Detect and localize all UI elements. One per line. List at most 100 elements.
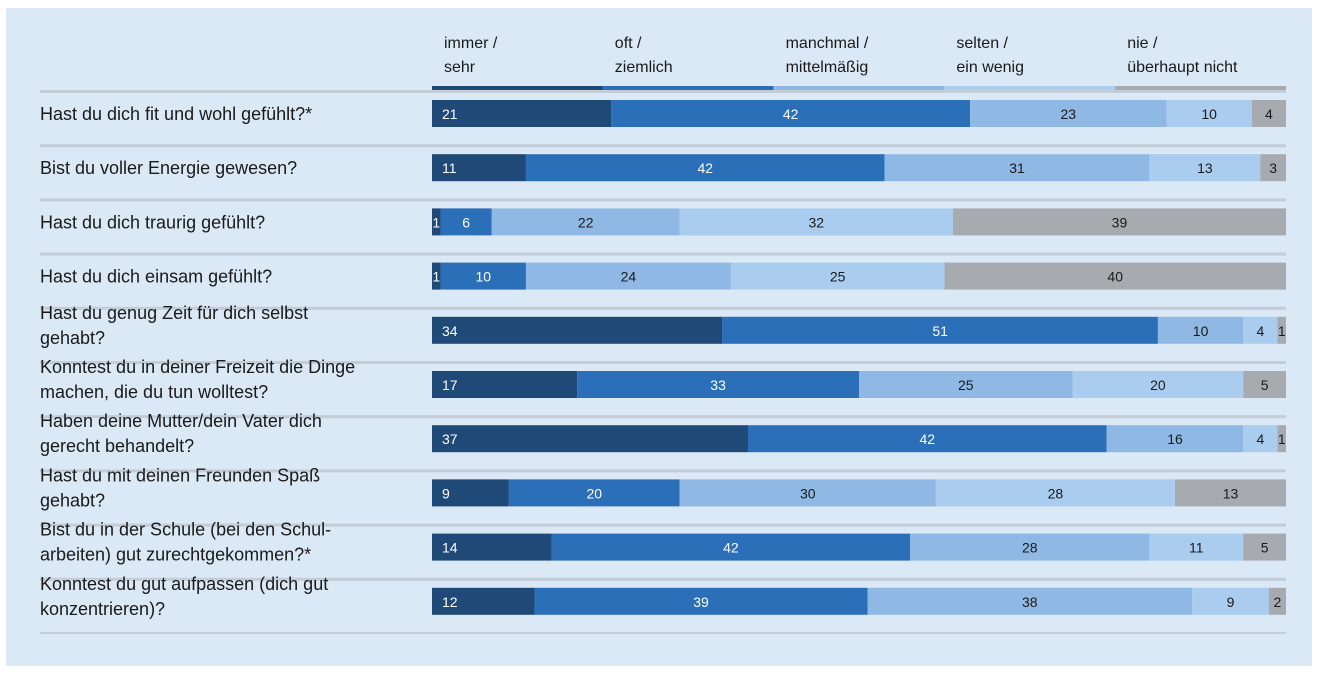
bar-segment-q9-1 <box>534 587 868 615</box>
value-label-q2-0: 1 <box>432 214 440 230</box>
question-label-4-line1: Hast du genug Zeit für dich selbst <box>40 303 308 323</box>
legend-label-2-line1: manchmal / <box>786 35 869 52</box>
legend-label-0-line2: sehr <box>444 59 476 76</box>
bar-segment-q2-3 <box>679 208 953 236</box>
legend-swatch-3 <box>944 86 1116 90</box>
value-label-q8-2: 28 <box>1022 540 1038 556</box>
value-label-q0-2: 23 <box>1060 106 1076 122</box>
bar-segment-q4-3 <box>1243 316 1278 344</box>
value-label-q5-3: 20 <box>1150 377 1166 393</box>
question-label-1-line1: Bist du voller Energie gewesen? <box>40 158 297 178</box>
value-label-q3-0: 1 <box>432 269 440 285</box>
value-label-q3-2: 24 <box>621 269 637 285</box>
value-label-q0-1: 42 <box>783 106 799 122</box>
bar-segment-q1-0 <box>432 154 526 182</box>
bar-segment-q7-2 <box>679 479 936 507</box>
question-label-7-line1: Hast du mit deinen Freunden Spaß <box>40 465 320 485</box>
bar-segment-q8-4 <box>1243 533 1286 561</box>
value-label-q3-1: 10 <box>475 269 491 285</box>
bar-segment-q0-2 <box>970 100 1167 127</box>
row-separator-end <box>40 632 1286 634</box>
bar-segment-q0-0 <box>432 100 612 127</box>
bar-segment-q4-4 <box>1277 316 1286 344</box>
value-label-q9-2: 38 <box>1022 594 1038 610</box>
row-separator-5 <box>40 361 1286 364</box>
row-separator-1 <box>40 144 1286 148</box>
bar-segment-q0-1 <box>611 100 971 127</box>
bar-segment-q4-1 <box>722 316 1158 344</box>
bar-segment-q8-3 <box>1149 533 1244 561</box>
bar-segment-q2-0 <box>432 208 441 236</box>
question-label-6-line2: gerecht behandelt? <box>40 436 194 456</box>
value-label-q6-1: 42 <box>920 431 936 447</box>
question-label-8-line1: Bist du in der Schule (bei den Schul- <box>40 520 331 540</box>
legend-label-1-line1: oft / <box>615 35 642 52</box>
legend-label-0-line1: immer / <box>444 35 498 52</box>
value-label-q6-2: 16 <box>1167 431 1183 447</box>
bar-segment-q7-3 <box>935 479 1175 507</box>
row-separator-8 <box>40 523 1286 527</box>
bar-segment-q3-4 <box>944 262 1286 290</box>
value-label-q4-4: 1 <box>1278 323 1286 339</box>
bar-segment-q5-4 <box>1243 371 1286 398</box>
value-label-q7-3: 28 <box>1048 485 1064 501</box>
stacked-bar-chart: immer / sehr oft / ziemlich manchmal / mittel… <box>40 35 1286 634</box>
value-label-q7-0: 9 <box>442 485 450 501</box>
bar-segment-q3-0 <box>432 262 441 290</box>
bar-segment-q2-2 <box>491 208 680 236</box>
row-separator-7 <box>40 469 1286 473</box>
value-label-q1-3: 13 <box>1197 160 1213 176</box>
bar-segment-q8-0 <box>432 533 552 561</box>
question-label-9-line1: Konntest du gut aufpassen (dich gut <box>40 574 328 594</box>
value-label-q8-1: 42 <box>723 540 739 556</box>
question-label-4-line2: gehabt? <box>40 328 105 348</box>
bar-segment-q3-2 <box>525 262 731 290</box>
question-label-6-line1: Haben deine Mutter/dein Vater dich <box>40 411 322 431</box>
value-label-q3-3: 25 <box>830 269 846 285</box>
value-label-q5-4: 5 <box>1261 377 1269 393</box>
value-label-q4-2: 10 <box>1193 323 1209 339</box>
value-label-q0-3: 10 <box>1201 106 1217 122</box>
chart-panel: immer / sehr oft / ziemlich manchmal / mittel… <box>6 8 1312 666</box>
value-label-q8-3: 11 <box>1189 540 1204 556</box>
value-label-q2-3: 32 <box>809 214 825 230</box>
value-label-q8-4: 5 <box>1261 540 1269 556</box>
bar-segment-q5-3 <box>1072 371 1244 398</box>
legend-swatch-2 <box>773 86 945 90</box>
row-separator-3 <box>40 252 1286 256</box>
value-label-q7-2: 30 <box>800 485 816 501</box>
value-label-q0-0: 21 <box>442 106 458 122</box>
row-separator-9 <box>40 577 1286 581</box>
bar-segment-q1-2 <box>884 154 1150 182</box>
row-separator-2 <box>40 198 1286 202</box>
row-separator-4 <box>40 306 1286 310</box>
bar-segment-q8-1 <box>551 533 911 561</box>
bar-segment-q3-1 <box>440 262 526 290</box>
bar-segment-q6-0 <box>432 425 748 453</box>
bar-segment-q3-3 <box>730 262 945 290</box>
bar-segment-q9-3 <box>1192 587 1269 615</box>
question-label-8-line2: arbeiten) gut zurechtgekommen?* <box>40 545 311 565</box>
bar-segment-q2-1 <box>440 208 492 236</box>
bar-segment-q0-4 <box>1251 100 1286 127</box>
bar-segment-q5-0 <box>432 371 578 398</box>
legend-label-2-line2: mittelmäßig <box>786 59 869 76</box>
bar-segment-q8-2 <box>910 533 1150 561</box>
value-label-q9-1: 39 <box>693 594 709 610</box>
value-label-q1-1: 42 <box>697 160 713 176</box>
legend-label-4-line1: nie / <box>1127 35 1158 52</box>
bar-segment-q5-2 <box>859 371 1073 398</box>
legend-swatch-0 <box>432 86 603 90</box>
bar-segment-q9-0 <box>432 587 535 615</box>
question-label-5-line2: machen, die du tun wolltest? <box>40 382 268 402</box>
bar-segment-q7-1 <box>508 479 680 507</box>
value-label-q5-1: 33 <box>710 377 726 393</box>
value-label-q2-2: 22 <box>578 214 594 230</box>
question-label-2-line1: Hast du dich traurig gefühlt? <box>40 212 265 232</box>
row-separator-6 <box>40 415 1286 419</box>
bar-segment-q4-2 <box>1157 316 1244 344</box>
value-label-q8-0: 14 <box>442 540 458 556</box>
value-label-q4-1: 51 <box>932 323 948 339</box>
bar-segment-q4-0 <box>432 316 723 344</box>
bar-segment-q7-0 <box>432 479 509 507</box>
